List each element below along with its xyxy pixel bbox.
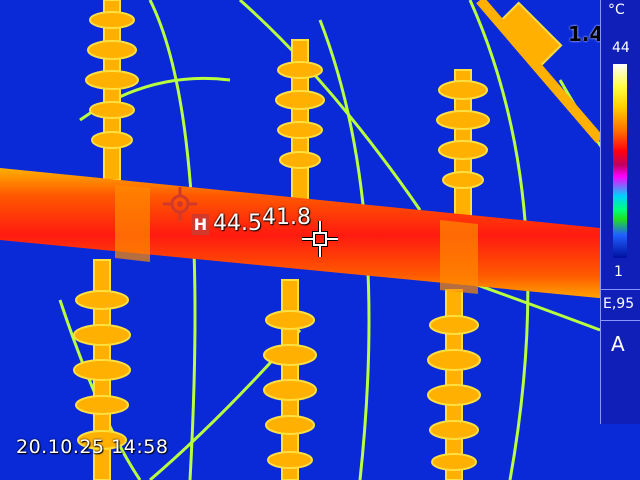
spot-temp-value: 41.8	[262, 205, 311, 230]
insulator-top-right-diagonal	[476, 0, 604, 144]
insulator-lower-right	[427, 289, 481, 480]
spot-crosshair[interactable]	[302, 221, 338, 257]
unit-label: °C	[608, 2, 625, 18]
max-marker-badge: H	[192, 214, 209, 235]
insulator-lower-middle	[263, 279, 317, 480]
insulator-upper-right	[436, 69, 490, 231]
insulator-upper-left	[85, 0, 139, 181]
left-readout: 1.4	[568, 22, 604, 46]
insulator-upper-middle	[275, 39, 325, 201]
scale-min-value: 1	[614, 264, 623, 280]
max-temp-crosshair[interactable]	[163, 187, 197, 221]
scale-max-value: 44	[612, 40, 630, 56]
divider	[601, 320, 640, 321]
max-temp-value: 44.5	[213, 211, 262, 236]
emissivity-value: E,95	[603, 296, 635, 312]
insulator-lower-left	[73, 259, 131, 480]
timestamp: 20.10.25 14:58	[16, 436, 169, 458]
color-scale-bar	[613, 64, 627, 258]
measurement-mode[interactable]: A	[611, 332, 625, 356]
divider	[601, 289, 640, 290]
